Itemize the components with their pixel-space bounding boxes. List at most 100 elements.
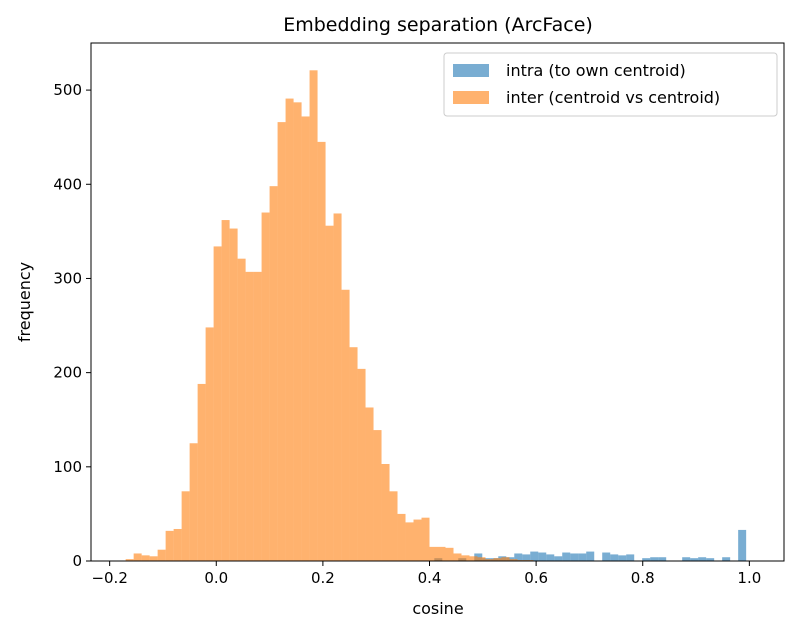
bar-1-17 (261, 212, 270, 561)
bar-1-41 (453, 553, 462, 561)
y-axis-label: frequency (15, 262, 34, 342)
bar-0-16 (586, 551, 595, 561)
series-1 (125, 70, 534, 562)
bar-1-30 (365, 407, 374, 561)
bar-1-29 (357, 368, 366, 561)
bar-0-27 (706, 558, 715, 561)
bar-1-48 (509, 559, 518, 561)
bar-1-0 (125, 559, 134, 561)
bar-1-7 (181, 491, 190, 561)
bar-1-46 (493, 558, 502, 561)
chart-title: Embedding separation (ArcFace) (283, 14, 593, 36)
bar-1-21 (293, 102, 302, 561)
y-tick-label: 200 (53, 364, 82, 382)
bar-1-27 (341, 289, 350, 561)
bar-0-28 (722, 557, 731, 561)
bar-1-4 (157, 549, 166, 561)
y-tick-label: 500 (53, 81, 82, 99)
bar-1-39 (437, 546, 446, 561)
bar-1-32 (381, 463, 390, 561)
bar-0-18 (610, 554, 619, 561)
bar-1-13 (229, 228, 238, 562)
bar-0-19 (618, 555, 627, 561)
bar-1-20 (285, 98, 294, 561)
bar-1-24 (317, 141, 326, 561)
bar-1-25 (325, 225, 334, 561)
x-tick-label: 0.4 (418, 569, 442, 587)
bar-0-10 (538, 552, 547, 561)
legend: intra (to own centroid) inter (centroid v… (443, 52, 778, 117)
bar-1-38 (429, 546, 438, 561)
bar-1-10 (205, 327, 214, 561)
bar-0-8 (522, 554, 531, 561)
bar-1-31 (373, 430, 382, 561)
bar-1-3 (149, 556, 158, 561)
bar-1-12 (221, 220, 230, 561)
axes-layer: −0.2 0.0 0.2 0.4 0.6 0.8 1.0 0 100 200 300 400 500 (53, 42, 785, 587)
x-tick-label: 0.8 (631, 569, 655, 587)
bar-1-18 (269, 186, 278, 561)
bar-1-42 (461, 555, 470, 561)
bar-0-20 (626, 554, 635, 561)
legend-box (443, 52, 778, 117)
bar-1-11 (213, 246, 222, 561)
bar-1-15 (245, 271, 254, 561)
bar-1-9 (197, 383, 206, 561)
bar-0-7 (514, 553, 523, 561)
y-tick-label: 0 (72, 552, 82, 570)
bar-1-44 (477, 557, 486, 561)
bar-1-6 (173, 528, 182, 561)
bar-1-36 (413, 519, 422, 561)
x-tick-label: −0.2 (91, 569, 127, 587)
bar-1-16 (253, 271, 262, 561)
x-tick-label: 0.2 (311, 569, 335, 587)
bar-1-43 (469, 556, 478, 561)
bar-0-13 (562, 552, 571, 561)
x-tick-label: 1.0 (737, 569, 761, 587)
bar-0-29 (738, 529, 747, 561)
bar-1-2 (141, 555, 150, 561)
bar-0-6 (506, 557, 515, 561)
bar-0-25 (690, 558, 699, 561)
bar-1-1 (133, 553, 142, 561)
bar-1-26 (333, 213, 342, 561)
x-tick-label: 0.6 (524, 569, 548, 587)
bar-0-15 (578, 553, 587, 561)
bar-1-5 (165, 530, 174, 561)
bar-0-12 (554, 556, 563, 561)
bar-1-19 (277, 122, 286, 562)
bar-1-35 (405, 522, 414, 561)
bar-1-8 (189, 443, 198, 561)
plot-frame (90, 42, 785, 562)
legend-label-1: inter (centroid vs centroid) (506, 88, 720, 107)
y-tick-label: 100 (53, 458, 82, 476)
x-tick-label: 0.0 (204, 569, 228, 587)
y-tick-label: 400 (53, 175, 82, 193)
bar-1-33 (389, 491, 398, 561)
bar-0-24 (682, 557, 691, 561)
bar-0-22 (650, 557, 659, 561)
bar-0-23 (658, 557, 667, 561)
bar-1-23 (309, 70, 318, 561)
bar-1-22 (301, 116, 310, 562)
bar-1-28 (349, 347, 358, 561)
legend-swatch-1 (453, 91, 489, 104)
series-0 (434, 529, 747, 561)
bar-1-37 (421, 517, 430, 561)
bars-layer (125, 70, 747, 562)
bar-0-14 (570, 553, 579, 561)
x-axis-label: cosine (412, 599, 463, 618)
bar-1-47 (501, 557, 510, 561)
bar-0-9 (530, 551, 539, 561)
bar-0-26 (698, 557, 707, 561)
y-tick-label: 300 (53, 269, 82, 287)
legend-label-0: intra (to own centroid) (506, 61, 686, 80)
bar-0-17 (602, 552, 611, 561)
bar-0-21 (642, 558, 651, 561)
bar-1-14 (237, 258, 246, 561)
bar-0-11 (546, 554, 555, 561)
bar-1-45 (485, 559, 494, 561)
legend-swatch-0 (453, 64, 489, 77)
bar-1-34 (397, 513, 406, 561)
